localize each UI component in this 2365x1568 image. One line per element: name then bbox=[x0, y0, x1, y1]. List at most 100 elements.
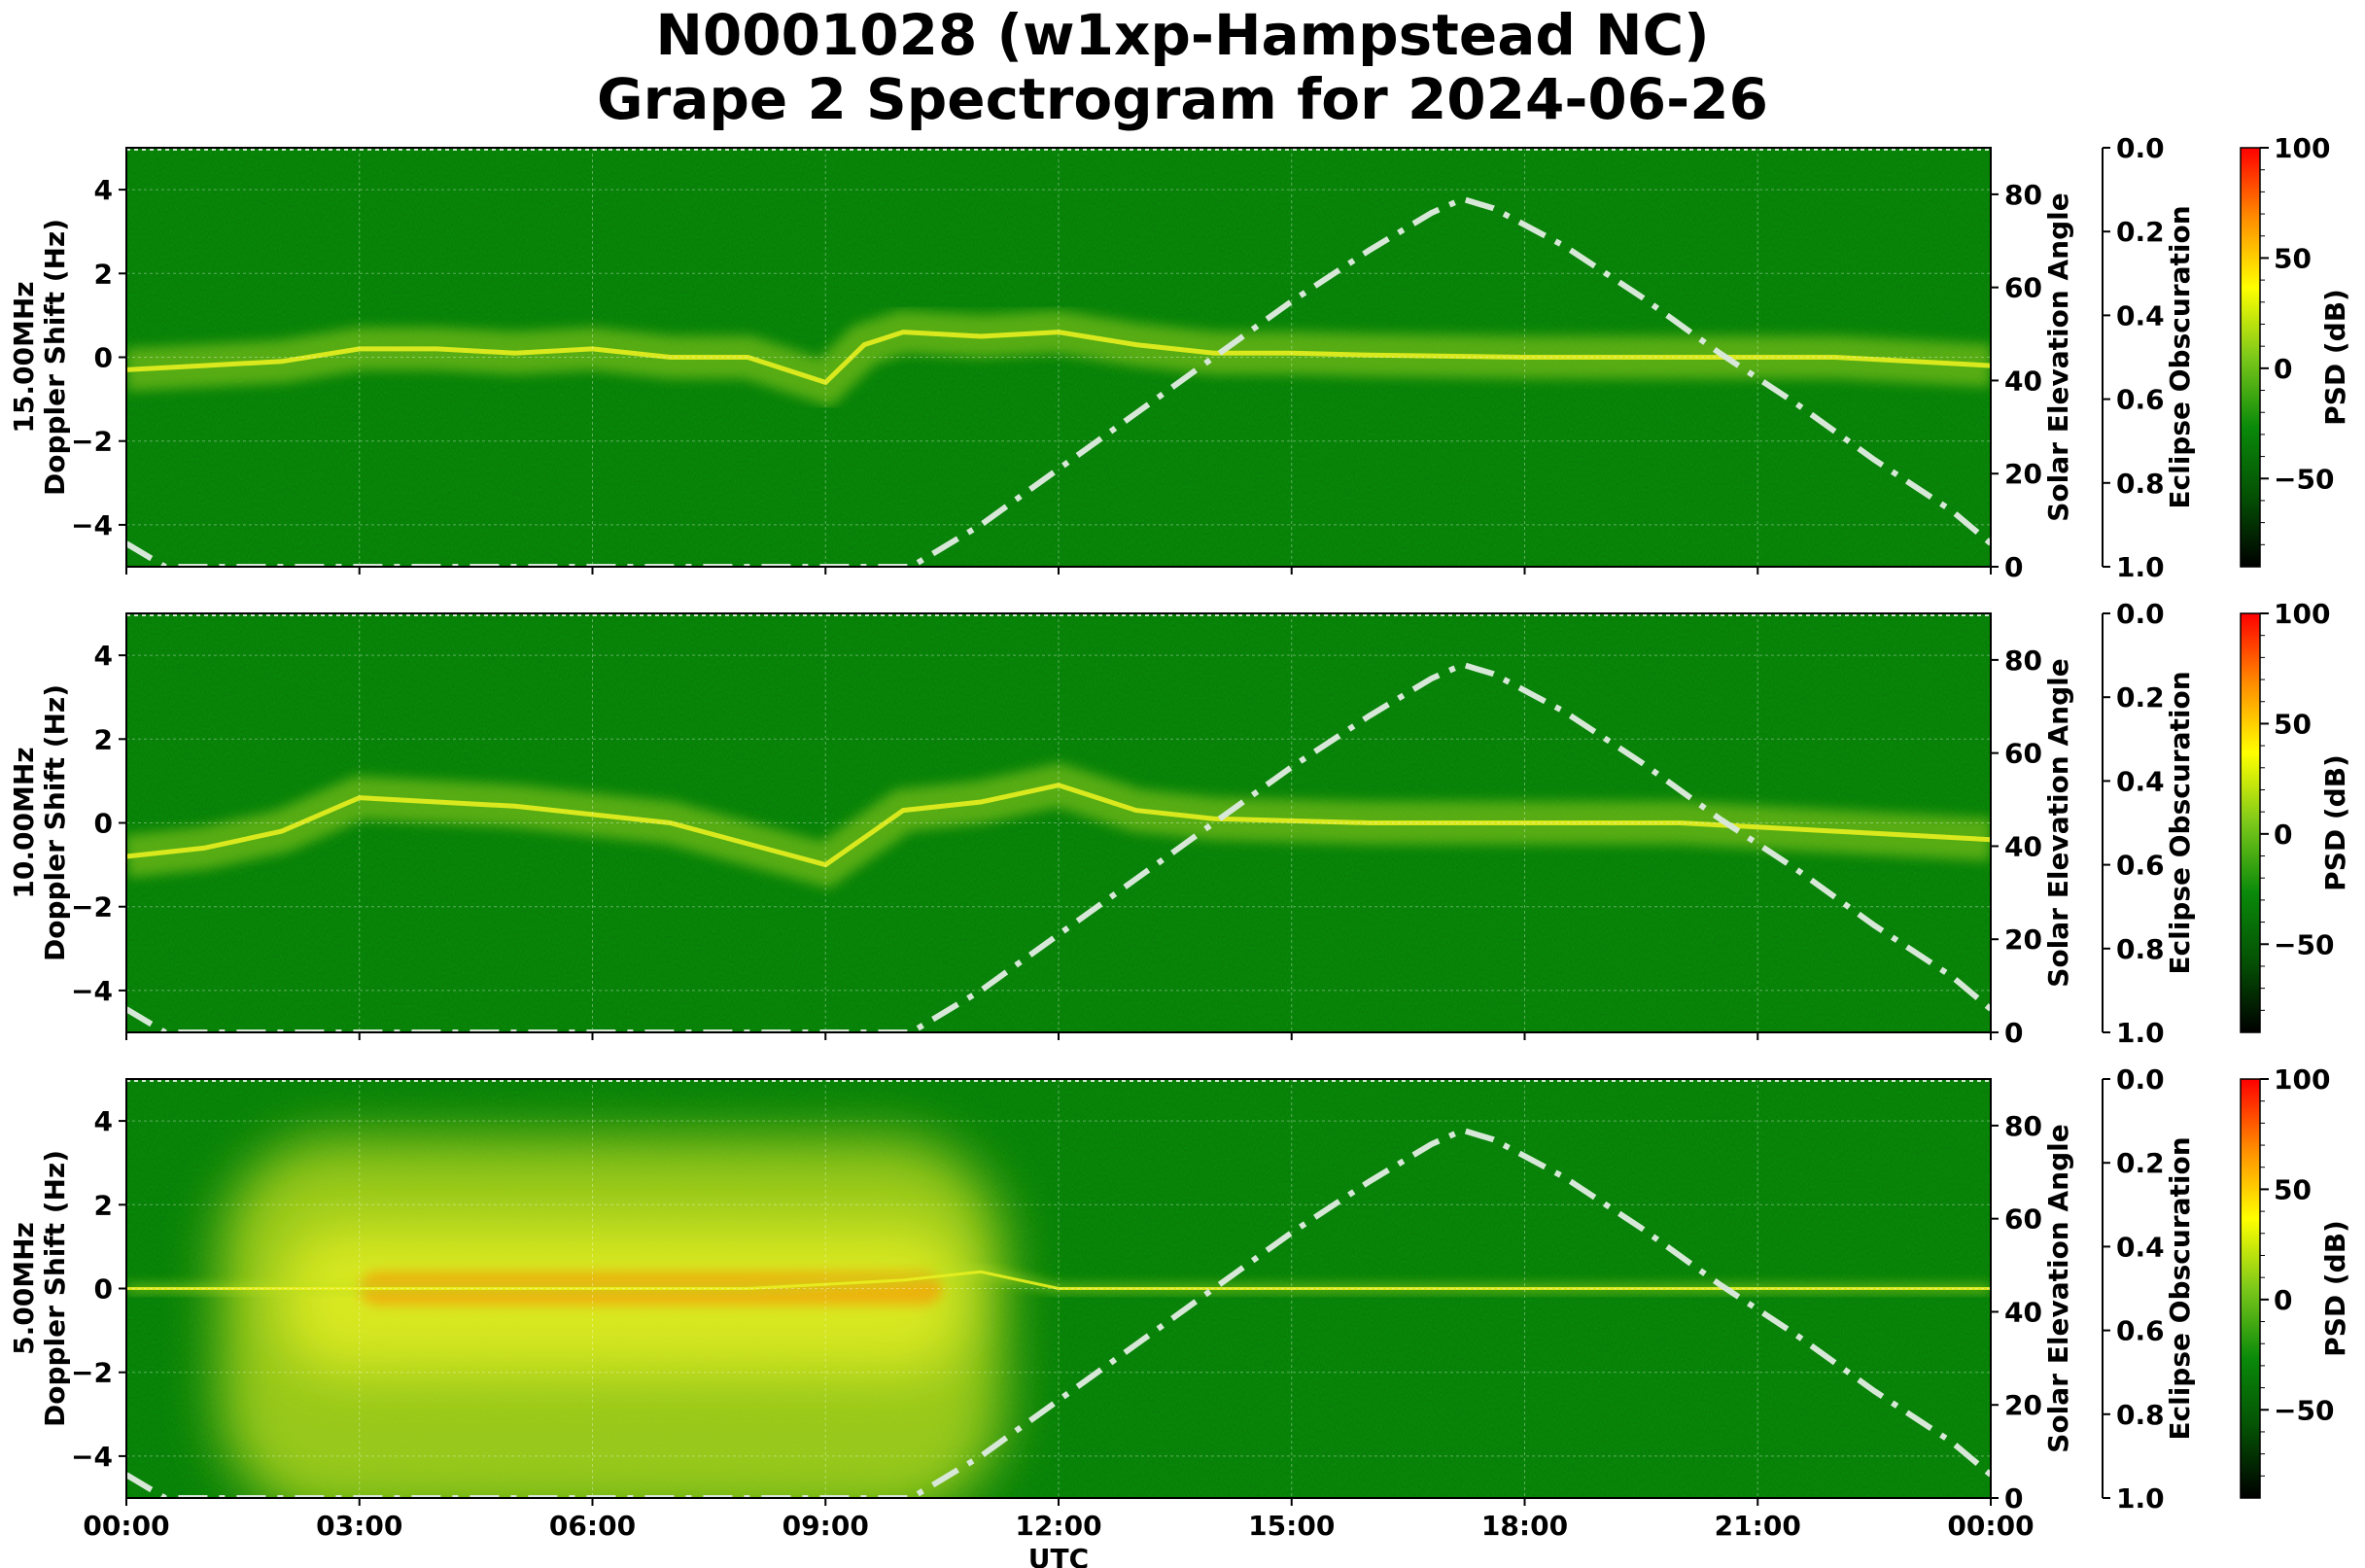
doppler-axis: 4 2 0 −2 −4 5.00MHz Doppler Shift (Hz) bbox=[8, 1105, 126, 1473]
doppler-tick-label: 0 bbox=[94, 342, 113, 374]
colorbar-tick-label: 50 bbox=[2274, 242, 2312, 274]
eclipse-obscuration-axis: 0.0 0.2 0.4 0.6 0.8 1.0 Eclipse Obscuration bbox=[2102, 598, 2196, 1049]
chart-title-line-2: Grape 2 Spectrogram for 2024-06-26 bbox=[597, 66, 1768, 132]
eclipse-tick-label: 0.0 bbox=[2116, 132, 2165, 164]
colorbar-tick-label: 50 bbox=[2274, 1173, 2312, 1205]
eclipse-tick-label: 0.8 bbox=[2116, 933, 2165, 965]
solar-elevation-axis-label: Solar Elevation Angle bbox=[2042, 1124, 2074, 1452]
x-tick-label: 15:00 bbox=[1248, 1510, 1335, 1542]
colorbar-tick-label: −50 bbox=[2274, 928, 2334, 960]
eclipse-obscuration-axis: 0.0 0.2 0.4 0.6 0.8 1.0 Eclipse Obscuration bbox=[2102, 1063, 2196, 1515]
eclipse-axis-label: Eclipse Obscuration bbox=[2164, 671, 2196, 974]
doppler-trace bbox=[126, 1270, 1991, 1290]
solar-elevation-tick-label: 40 bbox=[2004, 365, 2042, 397]
doppler-tick-label: −4 bbox=[71, 1441, 113, 1473]
x-tick-label: 06:00 bbox=[549, 1510, 636, 1542]
doppler-tick-label: 2 bbox=[94, 723, 113, 755]
solar-elevation-tick-label: 80 bbox=[2004, 1110, 2042, 1142]
panel-5.00MHz: 420−2−45.00MHz Doppler Shift (Hz)02040608… bbox=[8, 1063, 2351, 1515]
doppler-trace bbox=[126, 783, 1991, 868]
colorbar-tick-label: 0 bbox=[2274, 819, 2292, 851]
colorbar-label: PSD (dB) bbox=[2319, 754, 2351, 891]
doppler-tick-label: 0 bbox=[94, 808, 113, 840]
doppler-tick-label: −2 bbox=[71, 426, 113, 458]
solar-elevation-tick-label: 40 bbox=[2004, 830, 2042, 862]
x-tick-label: 12:00 bbox=[1015, 1510, 1101, 1542]
colorbar-tick-label: 0 bbox=[2274, 1284, 2292, 1316]
eclipse-tick-label: 0.4 bbox=[2116, 1231, 2165, 1263]
grid bbox=[126, 1079, 1991, 1498]
psd-colorbar: 100 50 0 −50 PSD (dB) bbox=[2240, 598, 2351, 1033]
doppler-axis-label-band: 15.00MHz bbox=[8, 281, 40, 433]
doppler-axis-label: Doppler Shift (Hz) bbox=[39, 1150, 71, 1427]
colorbar-tick-label: 50 bbox=[2274, 708, 2312, 740]
colorbar-label: PSD (dB) bbox=[2319, 1220, 2351, 1357]
doppler-axis-label: Doppler Shift (Hz) bbox=[39, 219, 71, 496]
eclipse-tick-label: 0.4 bbox=[2116, 765, 2165, 797]
x-tick-label: 09:00 bbox=[783, 1510, 869, 1542]
eclipse-tick-label: 0.0 bbox=[2116, 598, 2165, 630]
x-tick-label: 00:00 bbox=[83, 1510, 169, 1542]
doppler-tick-label: 4 bbox=[94, 1105, 113, 1137]
doppler-tick-label: 2 bbox=[94, 258, 113, 290]
psd-colorbar: 100 50 0 −50 PSD (dB) bbox=[2240, 1063, 2351, 1499]
doppler-tick-label: 4 bbox=[94, 640, 113, 672]
solar-elevation-tick-label: 20 bbox=[2004, 458, 2042, 490]
panel-15.00MHz: 420−2−415.00MHz Doppler Shift (Hz)0204060… bbox=[8, 132, 2351, 583]
eclipse-tick-label: 1.0 bbox=[2116, 1017, 2165, 1049]
solar-elevation-tick-label: 80 bbox=[2004, 645, 2042, 677]
doppler-tick-label: −2 bbox=[71, 891, 113, 923]
solar-elevation-tick-label: 20 bbox=[2004, 923, 2042, 956]
solar-elevation-tick-label: 0 bbox=[2004, 1482, 2023, 1515]
doppler-axis-label-band: 10.00MHz bbox=[8, 747, 40, 898]
solar-elevation-axis: 0 20 40 60 80 Solar Elevation Angle bbox=[1991, 179, 2074, 583]
doppler-axis: 4 2 0 −2 −4 15.00MHz Doppler Shift (Hz) bbox=[8, 174, 126, 541]
doppler-tick-label: −4 bbox=[71, 975, 113, 1007]
eclipse-tick-label: 0.6 bbox=[2116, 850, 2165, 882]
solar-elevation-tick-label: 20 bbox=[2004, 1389, 2042, 1421]
panel-10.00MHz: 420−2−410.00MHz Doppler Shift (Hz)0204060… bbox=[8, 598, 2351, 1049]
x-axis: 00:00 03:00 06:00 09:00 12:00 15:00 18:00 21:00… bbox=[83, 1510, 2034, 1568]
colorbar-tick-label: 100 bbox=[2274, 598, 2330, 630]
x-tick-label: 21:00 bbox=[1715, 1510, 1801, 1542]
colorbar-tick-label: −50 bbox=[2274, 1394, 2334, 1426]
colorbar-tick-label: 100 bbox=[2274, 132, 2330, 164]
doppler-tick-label: 0 bbox=[94, 1273, 113, 1306]
solar-elevation-tick-label: 60 bbox=[2004, 272, 2042, 304]
colorbar-tick-label: 0 bbox=[2274, 353, 2292, 385]
colorbar-label: PSD (dB) bbox=[2319, 289, 2351, 426]
chart-title-line-1: N0001028 (w1xp-Hampstead NC) bbox=[655, 2, 1710, 68]
eclipse-tick-label: 0.2 bbox=[2116, 1147, 2165, 1179]
solar-elevation-tick-label: 60 bbox=[2004, 738, 2042, 770]
eclipse-tick-label: 0.2 bbox=[2116, 216, 2165, 248]
colorbar-tick-label: −50 bbox=[2274, 463, 2334, 495]
grid bbox=[126, 148, 1991, 567]
eclipse-axis-label: Eclipse Obscuration bbox=[2164, 205, 2196, 508]
eclipse-tick-label: 0.4 bbox=[2116, 299, 2165, 331]
solar-elevation-axis: 0 20 40 60 80 Solar Elevation Angle bbox=[1991, 645, 2074, 1049]
solar-elevation-tick-label: 0 bbox=[2004, 551, 2023, 583]
solar-elevation-curve bbox=[126, 1127, 1991, 1498]
eclipse-tick-label: 0.8 bbox=[2116, 1399, 2165, 1431]
eclipse-tick-label: 0.6 bbox=[2116, 1315, 2165, 1347]
eclipse-tick-label: 0.6 bbox=[2116, 384, 2165, 416]
doppler-tick-label: 2 bbox=[94, 1189, 113, 1221]
colorbar-gradient bbox=[2240, 147, 2261, 568]
eclipse-axis-label: Eclipse Obscuration bbox=[2164, 1136, 2196, 1440]
doppler-tick-label: 4 bbox=[94, 174, 113, 206]
eclipse-tick-label: 0.0 bbox=[2116, 1063, 2165, 1096]
doppler-axis-label: Doppler Shift (Hz) bbox=[39, 684, 71, 961]
doppler-tick-label: −2 bbox=[71, 1357, 113, 1389]
solar-elevation-tick-label: 40 bbox=[2004, 1296, 2042, 1328]
x-tick-label: 18:00 bbox=[1481, 1510, 1568, 1542]
psd-colorbar: 100 50 0 −50 PSD (dB) bbox=[2240, 132, 2351, 568]
eclipse-tick-label: 0.2 bbox=[2116, 681, 2165, 714]
solar-elevation-axis-label: Solar Elevation Angle bbox=[2042, 658, 2074, 987]
solar-elevation-curve bbox=[126, 195, 1991, 567]
doppler-axis-label-band: 5.00MHz bbox=[8, 1222, 40, 1355]
x-tick-label: 03:00 bbox=[316, 1510, 402, 1542]
colorbar-gradient bbox=[2240, 1078, 2261, 1499]
eclipse-obscuration-axis: 0.0 0.2 0.4 0.6 0.8 1.0 Eclipse Obscuration bbox=[2102, 132, 2196, 583]
grid bbox=[126, 613, 1991, 1032]
